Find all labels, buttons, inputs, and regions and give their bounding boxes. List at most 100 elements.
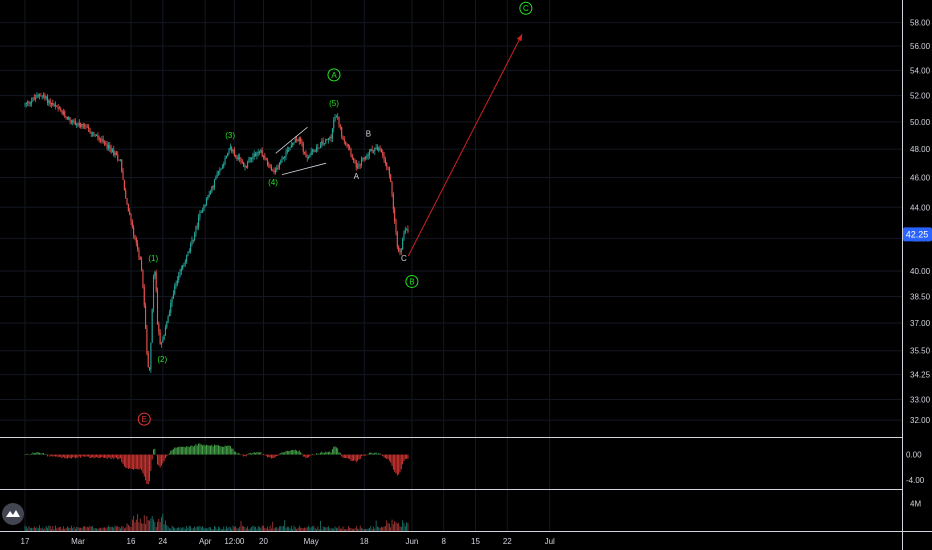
drawings[interactable] [275, 34, 523, 257]
osc-bar [190, 445, 192, 455]
osc-bar [183, 446, 185, 455]
volume-bar [346, 529, 348, 531]
osc-bar [163, 454, 165, 462]
osc-bar [304, 454, 306, 457]
candle-body [126, 198, 128, 204]
volume-bar [349, 527, 351, 531]
volume-bar [166, 525, 168, 531]
volume-bar [355, 525, 357, 531]
osc-bar [32, 452, 34, 455]
projection-arrow[interactable] [407, 34, 523, 257]
volume-bar [227, 528, 229, 531]
candle-body [156, 290, 159, 325]
candle-body [57, 106, 59, 109]
candle-body [391, 182, 393, 195]
osc-bar [333, 446, 335, 455]
time-tick-label: 12:00 [224, 537, 245, 546]
candle-body [304, 151, 306, 153]
osc-bar [48, 454, 50, 456]
volume-bar [53, 529, 55, 531]
wave-label: (5) [329, 99, 339, 108]
wave-label-circle [137, 412, 151, 426]
osc-bar [170, 450, 172, 455]
candle-body [257, 151, 259, 153]
osc-bar [215, 445, 217, 455]
candle-body [355, 160, 357, 168]
candle-body [231, 147, 233, 152]
candle-body [402, 239, 404, 250]
osc-bar [268, 454, 270, 458]
volume-bar [39, 525, 40, 531]
grid [0, 0, 902, 531]
volume-bar [127, 524, 129, 531]
osc-bar [296, 450, 298, 455]
volume-bar [88, 527, 89, 531]
osc-bar [187, 446, 189, 455]
volume-bar [27, 528, 29, 531]
candle-body [61, 110, 63, 114]
osc-bar [404, 454, 406, 460]
osc-bar [343, 454, 345, 458]
candle-body [309, 155, 311, 158]
volume-bar [406, 522, 407, 531]
osc-bar [370, 452, 372, 455]
volume-bar [45, 525, 47, 531]
volume-bar [150, 518, 152, 531]
candle-body [33, 97, 35, 99]
volume-bar [232, 525, 234, 531]
candle-body [334, 116, 336, 121]
osc-bar [386, 454, 388, 460]
price-tick-label: 35.50 [910, 347, 931, 356]
volume-bar [180, 528, 182, 531]
candle-body [178, 275, 180, 280]
candle-body [149, 367, 151, 370]
candle-body [135, 238, 137, 244]
candle-body [374, 148, 376, 152]
osc-bar [74, 454, 76, 459]
osc-bar [339, 453, 341, 455]
osc-bar [96, 454, 97, 457]
volume-bar [134, 522, 136, 531]
volume-bar [64, 528, 66, 531]
volume-bar [359, 525, 361, 531]
candle-body [98, 138, 100, 140]
candle-body [258, 151, 261, 153]
osc-bar [390, 454, 392, 463]
volume-bar [282, 525, 284, 531]
osc-bar [165, 454, 166, 459]
osc-bar [337, 448, 339, 455]
volume-bar [317, 526, 319, 531]
candle-body [39, 95, 41, 96]
volume-bar [272, 521, 274, 531]
logo[interactable] [2, 503, 24, 525]
candle-body [146, 328, 148, 354]
candle-body [137, 243, 139, 250]
osc-bar [43, 453, 44, 455]
time-tick-label: 18 [360, 537, 369, 546]
volume-bar [208, 527, 210, 531]
volume-bar [326, 527, 328, 531]
price-axis[interactable]: 58.00 56.00 54.00 52.00 50.00 48.00 46.00 44.00… [906, 19, 931, 509]
trend-line[interactable] [275, 126, 308, 154]
volume-bar [365, 528, 366, 531]
time-tick-label: 20 [259, 537, 268, 546]
candle-body [272, 170, 274, 172]
candle-body [326, 139, 328, 141]
candle-body [371, 149, 373, 151]
volume-bar [199, 525, 201, 531]
volume-bar [329, 528, 331, 531]
volume-bar [149, 520, 150, 531]
volume-bar [187, 527, 189, 531]
volume-bar [171, 525, 173, 531]
candle-body [331, 128, 333, 139]
volume-bar [135, 519, 137, 531]
volume-bar [321, 529, 323, 531]
trend-line[interactable] [281, 162, 327, 176]
osc-bar [147, 454, 149, 485]
time-axis[interactable]: 17 Mar 16 24 Apr 12:00 20 May 18 Jun 8 15 22 Jul [21, 537, 555, 546]
candle-body [318, 147, 320, 149]
osc-bar [271, 454, 272, 459]
osc-bar [82, 454, 84, 457]
osc-bar [211, 444, 213, 455]
